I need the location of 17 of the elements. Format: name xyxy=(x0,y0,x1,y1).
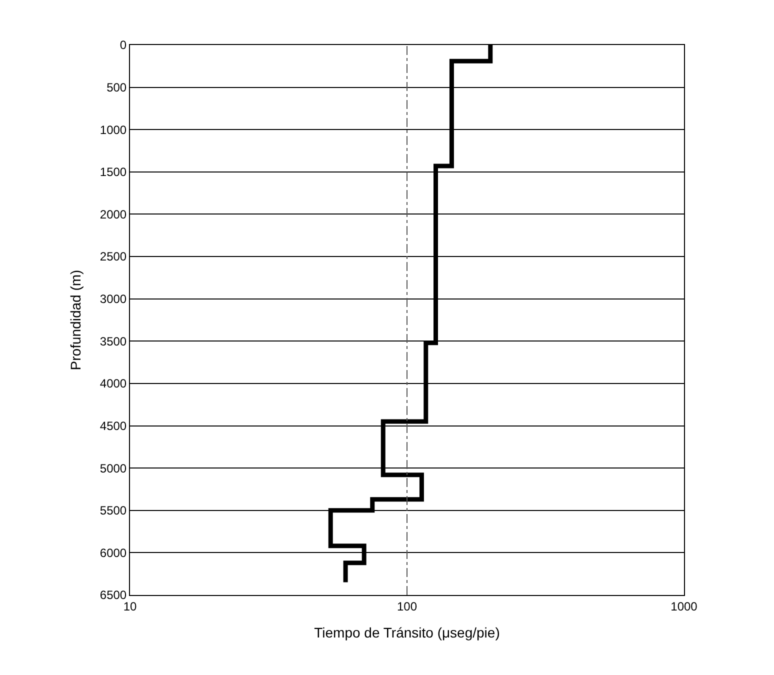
y-tick-label: 1500 xyxy=(100,165,127,180)
y-tick-label: 500 xyxy=(106,80,127,95)
y-tick-label: 2000 xyxy=(100,207,127,222)
y-tick-label: 2500 xyxy=(100,250,127,264)
y-tick-label: 1000 xyxy=(100,122,127,137)
y-tick-label: 5000 xyxy=(100,461,127,476)
x-axis-title: Tiempo de Tránsito (μseg/pie) xyxy=(314,624,500,641)
y-tick-label: 4000 xyxy=(100,376,127,391)
y-tick-label: 6000 xyxy=(100,546,127,560)
y-tick-label: 5500 xyxy=(100,504,127,518)
x-tick-label: 1000 xyxy=(670,599,698,614)
y-tick-label: 3500 xyxy=(100,334,127,348)
y-tick-label: 0 xyxy=(120,38,127,52)
y-tick-label: 4500 xyxy=(100,418,127,433)
x-tick-label: 100 xyxy=(396,599,418,614)
y-axis-title: Profundidad (m) xyxy=(67,270,84,370)
y-tick-label: 3000 xyxy=(100,292,127,306)
